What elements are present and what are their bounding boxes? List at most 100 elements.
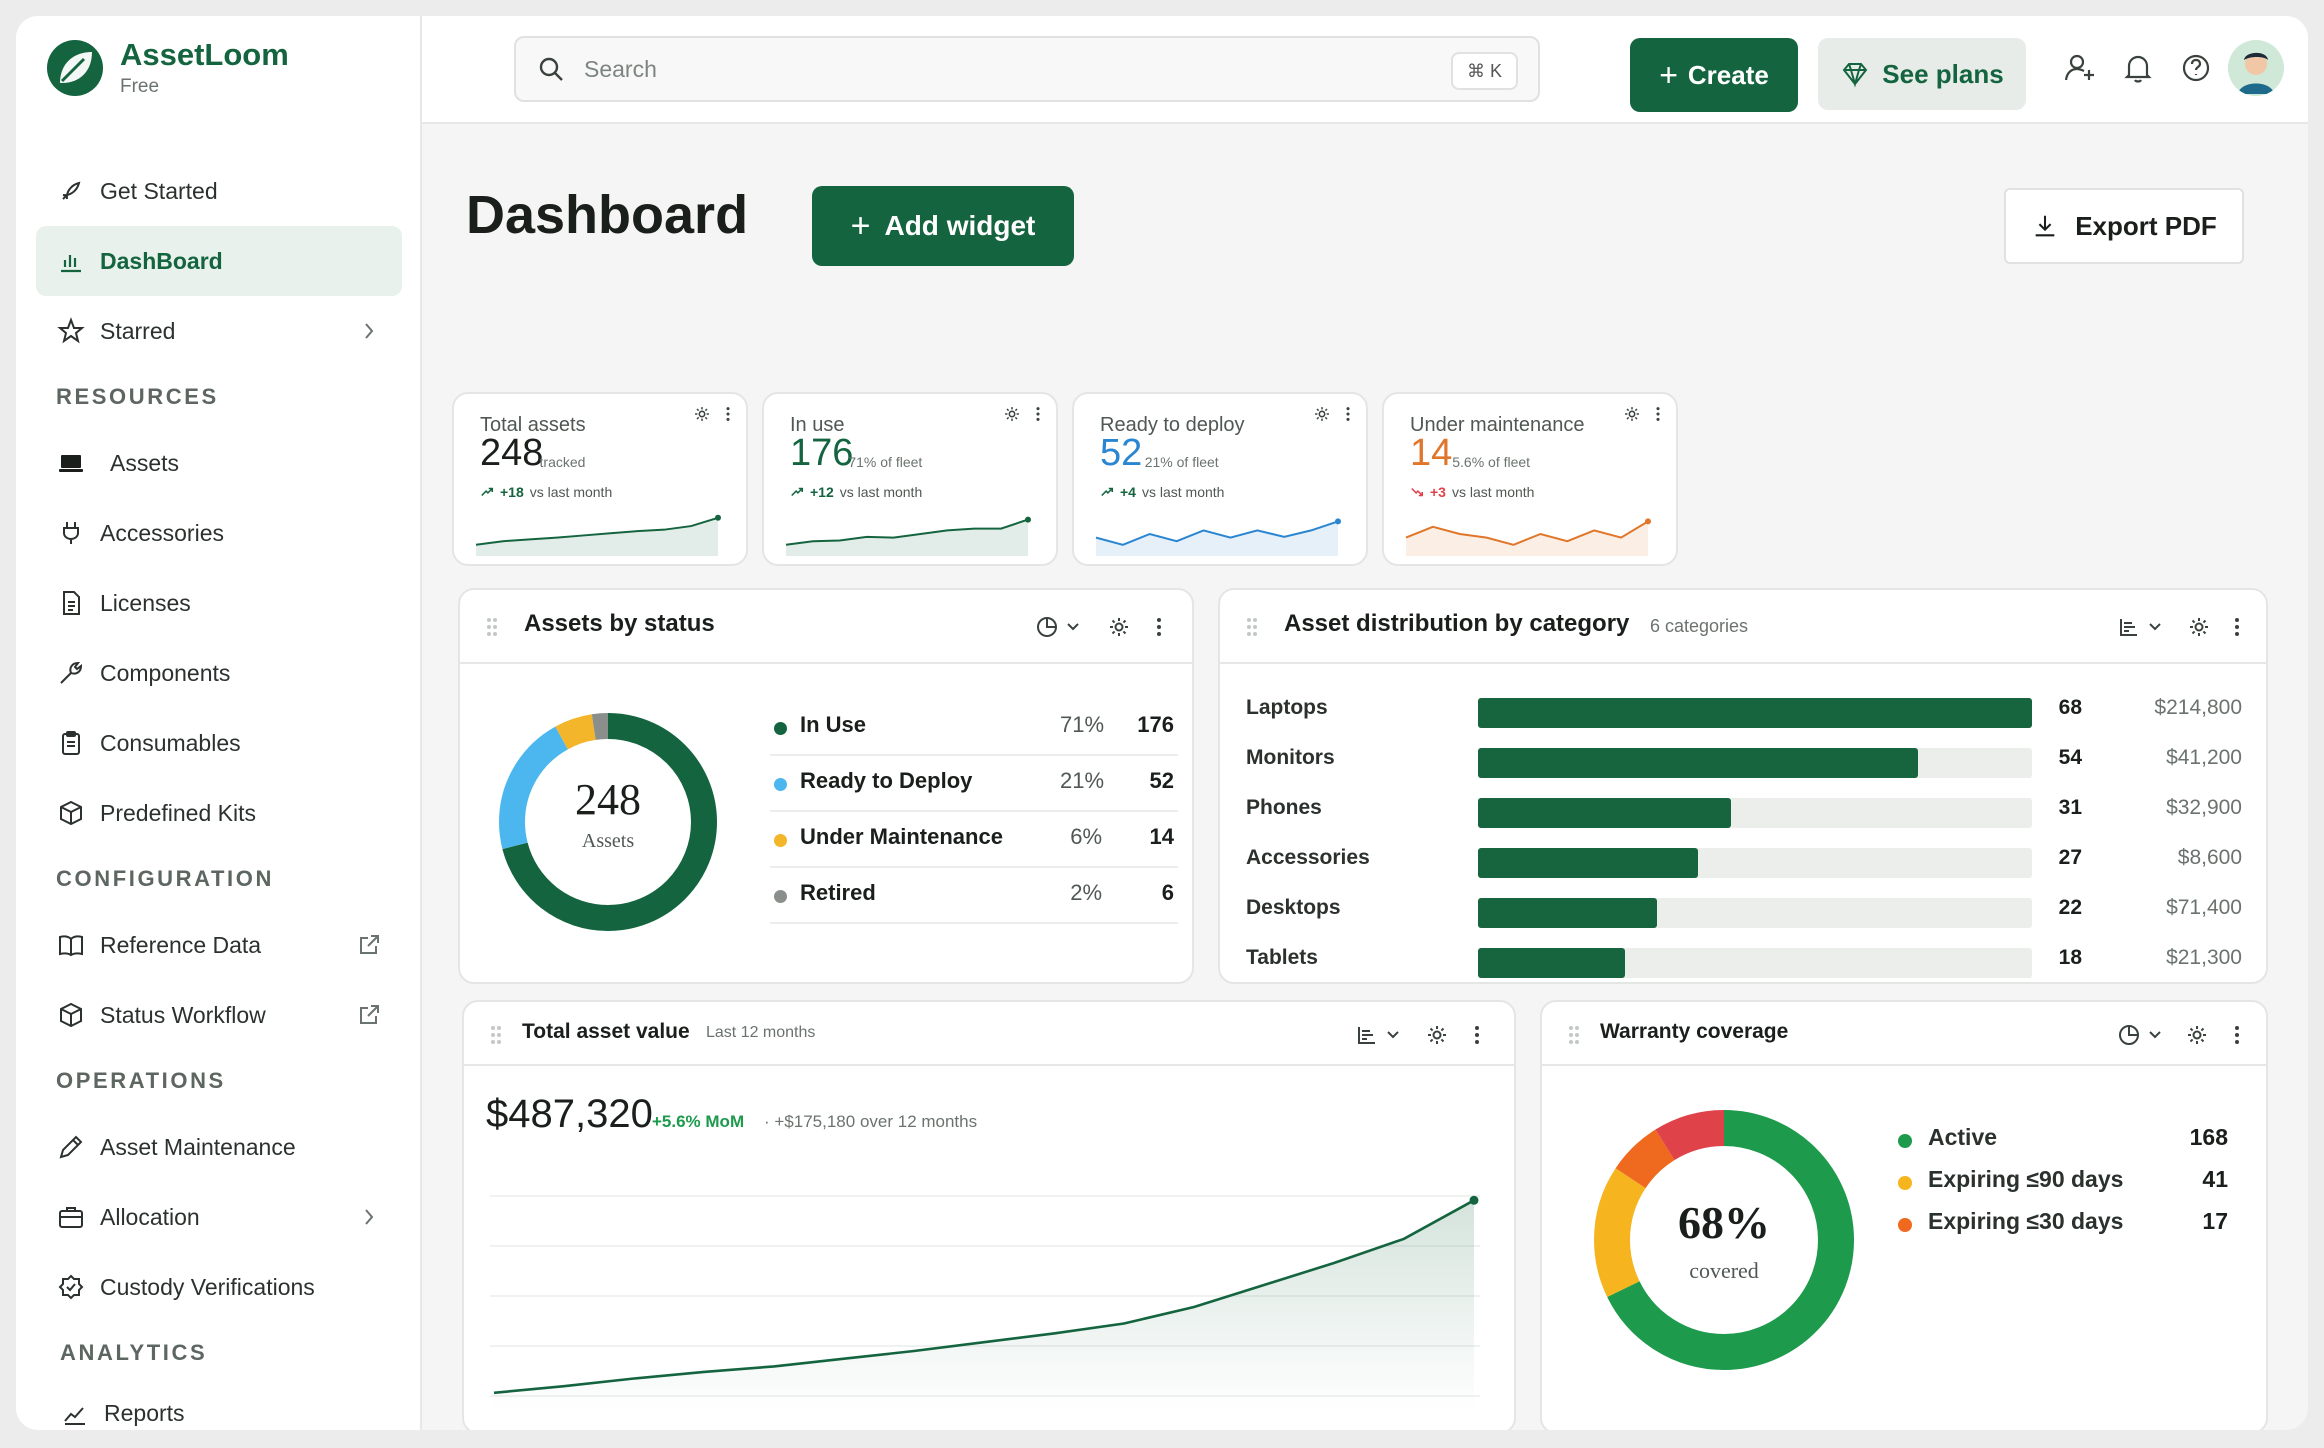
sidebar-item-dashboard[interactable]: DashBoard [36,226,402,296]
sidebar-item-components[interactable]: Components [36,638,402,708]
pie-chart-icon[interactable] [1034,614,1060,640]
legend-row[interactable]: Active 168 [1898,1120,2228,1160]
sidebar-item-status-workflow[interactable]: Status Workflow [36,980,402,1050]
category-row[interactable]: Desktops 22 $71,400 [1246,886,2242,936]
total-value: $487,320 [486,1092,653,1136]
bar-chart-icon[interactable] [1354,1022,1380,1048]
gear-icon[interactable] [1106,614,1132,640]
drag-handle-icon[interactable] [486,616,498,638]
bell-icon[interactable] [2120,50,2156,86]
kpi-sparkline [1405,518,1651,556]
trend-down-icon [1411,487,1424,497]
sidebar-item-licenses[interactable]: Licenses [36,568,402,638]
legend-row[interactable]: Expiring ≤90 days 41 [1898,1162,2228,1202]
value-end-point[interactable] [1469,1195,1479,1205]
sidebar-item-starred[interactable]: Starred [36,296,402,366]
more-vertical-icon[interactable] [1146,614,1172,640]
help-icon[interactable] [2178,50,2214,86]
add-widget-button[interactable]: + Add widget [812,186,1074,266]
sidebar-item-consumables[interactable]: Consumables [36,708,402,778]
more-vertical-icon[interactable] [1028,404,1048,424]
donut-segment[interactable] [499,713,717,931]
chevron-down-icon[interactable] [2142,1022,2168,1048]
trend-up-icon [481,487,494,497]
avatar[interactable] [2228,40,2284,96]
legend-percent: 21% [1060,768,1105,793]
see-plans-button[interactable]: See plans [1818,38,2026,110]
sidebar-item-label: Get Started [100,177,218,204]
category-row[interactable]: Laptops 68 $214,800 [1246,686,2242,736]
gear-icon[interactable] [1424,1022,1450,1048]
pie-chart-icon[interactable] [2116,1022,2142,1048]
more-vertical-icon[interactable] [2224,1022,2250,1048]
add-user-icon[interactable] [2062,50,2098,86]
donut-segment[interactable] [1594,1110,1854,1370]
rocket-icon [56,176,86,206]
sidebar-item-assets[interactable]: Assets [36,428,402,498]
sidebar-item-allocation[interactable]: Allocation [36,1182,402,1252]
panel-title: Warranty coverage [1600,1020,1789,1043]
cube-icon [56,1000,86,1030]
category-row[interactable]: Tablets 18 $21,300 [1246,936,2242,982]
search-input[interactable]: Search [584,55,657,82]
brand[interactable]: AssetLoom Free [46,38,289,98]
star-icon [56,316,86,346]
sidebar-item-predefined-kits[interactable]: Predefined Kits [36,778,402,848]
sidebar-item-reference-data[interactable]: Reference Data [36,910,402,980]
export-pdf-button[interactable]: Export PDF [2004,188,2244,264]
legend-dot [774,722,787,735]
legend-count: 52 [1149,768,1174,793]
sidebar-item-custody-verifications[interactable]: Custody Verifications [36,1252,402,1322]
drag-handle-icon[interactable] [1568,1024,1580,1046]
donut-segment[interactable] [1594,1110,1854,1370]
sidebar-item-accessories[interactable]: Accessories [36,498,402,568]
chevron-down-icon[interactable] [1380,1022,1406,1048]
sidebar-item-asset-maintenance[interactable]: Asset Maintenance [36,1112,402,1182]
status-donut-chart [499,713,717,931]
app-window: AssetLoom Free Get Started DashBoard Sta… [16,16,2308,1430]
chevron-down-icon[interactable] [2142,614,2168,640]
legend-row[interactable]: Retired 2% 6 [770,868,1178,924]
kpi-card: Total assets 248 tracked +18 vs last month [452,392,748,566]
legend-label: Expiring ≤30 days [1928,1208,2124,1234]
more-vertical-icon[interactable] [1338,404,1358,424]
more-vertical-icon[interactable] [1464,1022,1490,1048]
sidebar-item-reports[interactable]: Reports [36,1384,402,1430]
gear-icon[interactable] [2186,614,2212,640]
legend-row[interactable]: In Use 71% 176 [770,700,1178,756]
more-vertical-icon[interactable] [1648,404,1668,424]
search-bar[interactable]: Search ⌘ K [514,36,1540,102]
category-bar [1478,798,1731,828]
legend-row[interactable]: Under Maintenance 6% 14 [770,812,1178,868]
drag-handle-icon[interactable] [1246,616,1258,638]
panel-header: Assets by status [460,590,1192,664]
drag-handle-icon[interactable] [490,1024,502,1046]
category-count: 31 [2058,796,2082,819]
kpi-value: 248 [480,432,544,474]
gear-icon[interactable] [1312,404,1332,424]
kpi-trend: +3 vs last month [1410,484,1534,500]
kpi-card: Ready to deploy 52 21% of fleet +4 vs last m… [1072,392,1368,566]
create-button[interactable]: + Create [1630,38,1798,112]
gear-icon[interactable] [692,404,712,424]
legend-row[interactable]: Ready to Deploy 21% 52 [770,756,1178,812]
bar-chart-icon[interactable] [2116,614,2142,640]
kpi-sparkline [1095,518,1341,556]
more-vertical-icon[interactable] [718,404,738,424]
gear-icon[interactable] [1622,404,1642,424]
sparkline-line [1095,520,1339,546]
external-link-icon [360,1005,379,1024]
sidebar-item-get-started[interactable]: Get Started [36,156,402,226]
gear-icon[interactable] [2184,1022,2210,1048]
legend-count: 17 [2202,1208,2228,1234]
gear-icon[interactable] [1002,404,1022,424]
chevron-down-icon[interactable] [1060,614,1086,640]
category-row[interactable]: Phones 31 $32,900 [1246,786,2242,836]
category-row[interactable]: Accessories 27 $8,600 [1246,836,2242,886]
donut-segment[interactable] [499,713,717,931]
category-row[interactable]: Monitors 54 $41,200 [1246,736,2242,786]
legend-row[interactable]: Expiring ≤30 days 17 [1898,1204,2228,1244]
plus-icon: + [1659,56,1678,93]
document-icon [56,588,86,618]
more-vertical-icon[interactable] [2224,614,2250,640]
